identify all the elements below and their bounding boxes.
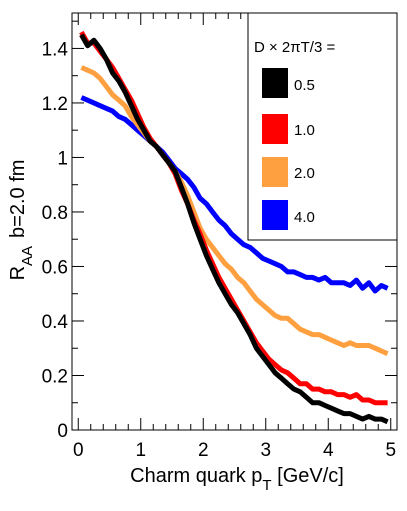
legend-swatch-1.0 [262,114,288,144]
x-tick-label: 4 [323,440,334,461]
x-tick-label: 5 [385,440,396,461]
y-tick-label: 0 [57,421,68,442]
y-axis-label-main: R [7,266,29,280]
legend: D × 2πT/3 = 0.5 1.0 2.0 4.0 [247,12,398,241]
x-axis-label-sub: T [262,477,271,494]
legend-label-1.0: 1.0 [294,122,315,139]
y-tick-label: 1 [57,148,68,169]
legend-swatch-0.5 [262,68,288,98]
y-tick-label: 0.6 [42,257,68,278]
series-line-4.0 [80,95,389,294]
y-tick-label: 0.8 [42,203,68,224]
y-axis-label-sub: AA [19,246,36,266]
y-axis-label-extra: b=2.0 fm [7,160,29,238]
x-axis-label: Charm quark pT [GeV/c] [130,465,344,494]
x-axis-label-unit: [GeV/c] [272,465,344,487]
legend-label-4.0: 4.0 [294,209,315,226]
series-line-0.5 [79,33,389,425]
series-line-2.0 [80,65,389,356]
x-tick-label: 3 [260,440,271,461]
y-axis-label: RAA b=2.0 fm [7,160,36,281]
y-tick-label: 1.4 [42,39,69,60]
legend-swatch-2.0 [262,157,288,187]
x-tick-label: 1 [135,440,146,461]
legend-title: D × 2πT/3 = [254,39,335,56]
series-layer [79,30,389,425]
legend-label-0.5: 0.5 [294,77,315,94]
y-tick-label: 0.2 [42,366,68,387]
legend-swatch-4.0 [262,200,288,230]
x-axis-label-main: Charm quark p [130,465,262,487]
x-tick-label: 0 [73,440,84,461]
x-tick-label: 2 [198,440,209,461]
y-tick-label: 1.2 [42,94,68,115]
y-tick-label: 0.4 [42,312,69,333]
legend-label-2.0: 2.0 [294,165,315,182]
